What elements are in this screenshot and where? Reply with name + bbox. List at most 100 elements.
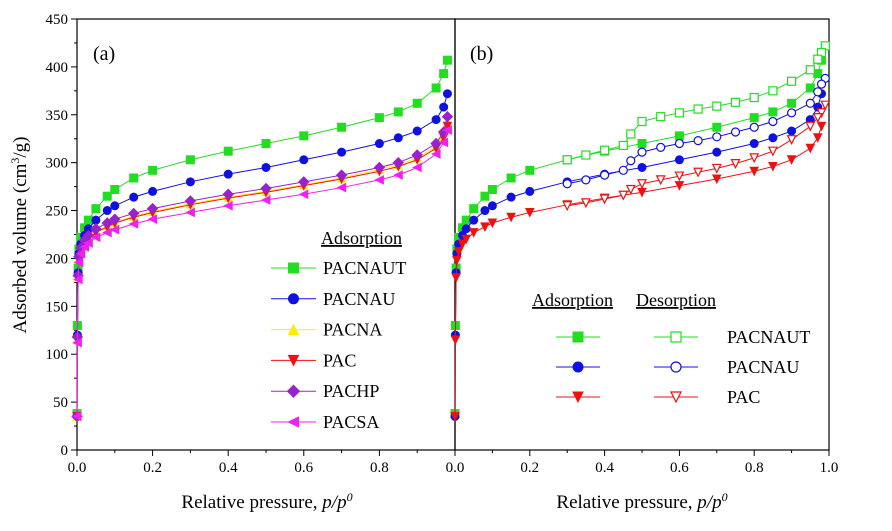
legend-panel-a: Adsorption PACNAUT PACNAU PACNA PAC PACHP PACS… [271, 228, 406, 432]
data-point [749, 139, 759, 149]
series-pac-adsorption [450, 121, 827, 422]
y-tick-label: 450 [46, 12, 69, 28]
data-point [626, 129, 636, 139]
legend-title: Adsorption [321, 228, 402, 248]
data-point [581, 175, 591, 185]
data-point [656, 112, 666, 122]
data-point [223, 146, 233, 156]
data-point [184, 195, 197, 207]
data-point [805, 121, 816, 132]
x-tick-label: 0.0 [446, 460, 465, 476]
x-tick-label: 0.8 [370, 460, 389, 476]
x-axis-title-b: Relative pressure, p/p0 [556, 490, 727, 513]
data-point [90, 223, 102, 235]
x-tick-label: 0.4 [219, 460, 238, 476]
legend-marker [572, 331, 584, 343]
data-point [768, 107, 778, 117]
y-tick-label: 200 [46, 251, 69, 267]
data-point [102, 191, 112, 201]
data-point [71, 411, 82, 422]
data-point [101, 217, 113, 229]
data-point [469, 215, 479, 225]
data-point [82, 229, 95, 242]
legend-marker [288, 293, 299, 305]
x-tick-label: 0.0 [68, 460, 87, 476]
data-point [813, 87, 823, 97]
series-pac-desorption [562, 100, 831, 212]
y-axis-title: Adsorbed volume (cm3/g) [8, 136, 31, 333]
data-point [439, 102, 449, 112]
data-point [712, 147, 722, 157]
data-point [73, 274, 83, 285]
data-point [223, 169, 233, 179]
x-tick-label: 0.2 [143, 460, 162, 476]
data-point [813, 54, 823, 64]
data-point [506, 192, 516, 202]
legend-label: PACNAUT [727, 327, 810, 347]
data-point [337, 147, 347, 157]
data-point [581, 150, 591, 160]
data-point [711, 174, 722, 185]
legend-marker [287, 416, 299, 428]
x-tick-label: 1.0 [820, 460, 839, 476]
x-axis-title-a: Relative pressure, p/p0 [181, 490, 352, 513]
data-point [411, 149, 423, 161]
data-point [749, 113, 759, 123]
data-point [299, 131, 309, 141]
data-point [787, 98, 797, 108]
data-point [812, 133, 823, 143]
legend-marker [572, 361, 584, 373]
data-point [618, 140, 628, 151]
legend-marker [286, 384, 301, 398]
data-point [373, 161, 386, 174]
x-tick-label: 0.4 [595, 460, 614, 476]
data-point [298, 189, 309, 200]
data-point [128, 219, 139, 229]
data-point [148, 186, 158, 196]
data-point [637, 162, 647, 172]
data-point [599, 145, 610, 155]
data-point [450, 411, 460, 422]
data-point [393, 107, 403, 117]
data-point [442, 55, 452, 65]
data-point [392, 156, 405, 169]
data-point [412, 98, 422, 108]
data-point [805, 83, 815, 93]
data-point [453, 247, 464, 257]
data-point [461, 224, 471, 234]
data-point [260, 195, 271, 205]
y-tick-label: 150 [46, 299, 69, 315]
data-point [185, 155, 195, 165]
data-point [712, 101, 722, 111]
legend-marker [287, 323, 300, 336]
data-point [730, 97, 741, 107]
data-point [451, 273, 461, 283]
data-point [805, 65, 815, 75]
data-point [469, 204, 479, 214]
series-pacsa [71, 125, 452, 422]
data-point [711, 163, 722, 174]
legend-marker [288, 262, 299, 274]
data-point [674, 108, 685, 118]
data-point [457, 239, 468, 250]
data-point [637, 139, 647, 149]
data-point [655, 175, 666, 186]
data-point [626, 156, 636, 166]
data-point [768, 161, 778, 172]
data-point [524, 207, 535, 218]
legend-header-desorption: Desorption [636, 290, 716, 310]
data-point [805, 98, 815, 108]
x-tick-label: 0.6 [670, 460, 689, 476]
data-point [580, 198, 591, 209]
data-point [110, 201, 120, 211]
data-point [674, 171, 685, 182]
data-point [487, 184, 497, 194]
data-point [787, 126, 797, 136]
data-point [412, 162, 422, 173]
legend-marker [670, 331, 682, 343]
data-point [786, 108, 797, 118]
data-point [813, 69, 823, 79]
data-point [393, 133, 403, 143]
data-point [335, 169, 348, 181]
